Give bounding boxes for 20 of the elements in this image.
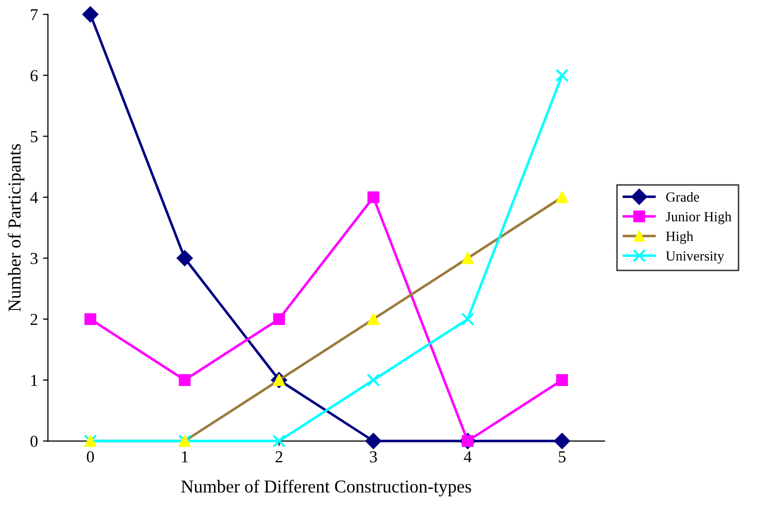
- x-tick-label: 1: [182, 451, 188, 462]
- x-tick-label: 0: [86, 451, 94, 462]
- y-tick-label: 7: [30, 9, 38, 20]
- x-tick-label: 5: [558, 451, 566, 462]
- legend-label: Grade: [666, 192, 700, 202]
- x-axis-title: Number of Different Construction-types: [181, 480, 472, 496]
- y-tick-label: 0: [30, 436, 38, 447]
- x-tick-label: 3: [370, 451, 377, 462]
- y-tick-label: 4: [30, 192, 38, 204]
- y-tick-label: 3: [30, 252, 38, 264]
- y-axis-title: Number of Participants: [8, 144, 24, 312]
- legend-label: Junior High: [666, 212, 732, 224]
- y-tick-label: 1: [31, 374, 38, 386]
- legend-label: High: [666, 231, 694, 244]
- y-tick-label: 5: [30, 131, 38, 142]
- x-tick-label: 4: [464, 451, 472, 462]
- y-tick-label: 6: [30, 70, 38, 82]
- x-tick-label: 2: [276, 451, 282, 462]
- y-tick-label: 2: [30, 314, 38, 325]
- legend-label: University: [666, 251, 724, 264]
